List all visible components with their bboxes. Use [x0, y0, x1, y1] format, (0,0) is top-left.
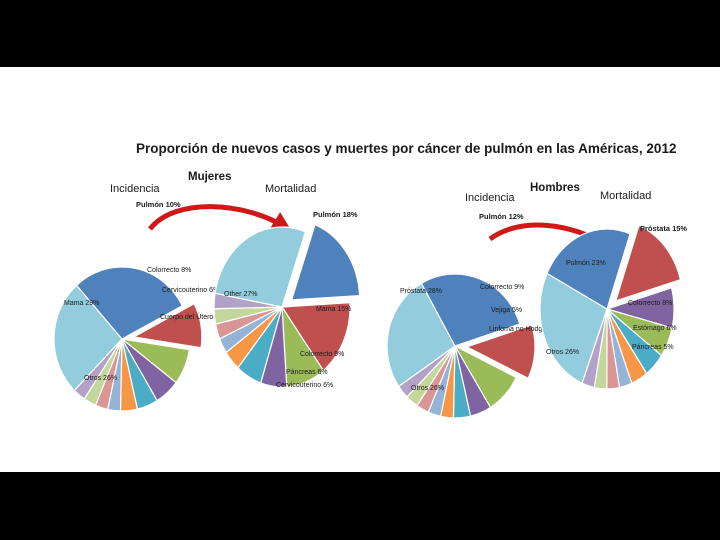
pie-slice-label: Estómago 6%	[633, 325, 677, 332]
pie-slice-label: Colorrecto 8%	[147, 267, 191, 274]
pie-slice-label: Otros 26%	[84, 375, 117, 382]
pie-slice-label: Cervicouterino 6%	[276, 382, 333, 389]
pie-slice-label: Cuerpo del Útero 5%	[160, 312, 225, 321]
subtitle-mujeres-incidencia: Incidencia	[110, 183, 160, 195]
pie-chart-2: Pulmón 18% Mama 15% Colorrecto 9% Páncreas …	[213, 210, 361, 389]
chart-title: Proporción de nuevos casos y muertes por…	[136, 141, 676, 156]
pie-slice-label: Mama 15%	[316, 306, 351, 313]
pie-slice	[420, 273, 521, 347]
pie-slice	[53, 284, 123, 392]
pie-slice-label: Próstata 15%	[640, 224, 687, 233]
pie-slice-label: Cervicouterino 6%	[162, 287, 219, 294]
pie-slice	[386, 282, 456, 388]
pie-slice-label: Páncreas 6%	[286, 369, 328, 376]
chart-figure: Pulmón 10% Colorrecto 8% Cervicouterino 6%…	[53, 141, 687, 419]
pie-slice	[465, 324, 536, 380]
pie-slice-label: Otros 26%	[411, 385, 444, 392]
pie-slice-label: Linfoma no Hodgkin 4%	[489, 326, 563, 333]
pie-slice-label: Próstata 28%	[400, 288, 442, 295]
pie-slice	[546, 228, 631, 310]
pie-slice	[75, 266, 184, 340]
pie-slice-label: Otros 26%	[546, 349, 579, 356]
pie-slice-label: Colorrecto 8%	[628, 300, 672, 307]
pie-slice-label: Mama 29%	[64, 300, 99, 307]
pie-slice-label: Vejiga 5%	[491, 307, 522, 314]
group-label-mujeres: Mujeres	[188, 171, 231, 183]
pie-slice	[614, 224, 682, 302]
pie-slice	[539, 272, 608, 385]
pie-slice-label: Pulmón 23%	[566, 260, 606, 267]
pie-slice-label: Páncreas 5%	[632, 344, 674, 351]
pie-slice-label: Pulmón 12%	[479, 212, 524, 221]
pie-slice-label: Colorrecto 9%	[300, 351, 344, 358]
pie-slice-label: Pulmón 10%	[136, 200, 181, 209]
arrow-mujeres	[148, 204, 292, 232]
pie-slice-label: Other 27%	[224, 291, 257, 298]
pie-slice	[214, 226, 307, 308]
pie-chart-4: Próstata 15% Colorrecto 8% Estómago 6% Pánc…	[539, 224, 687, 390]
pie-chart-3: Pulmón 12% Colorrecto 9% Vejiga 5% Linfoma …	[386, 212, 563, 419]
pie-chart-1: Pulmón 10% Colorrecto 8% Cervicouterino 6%…	[53, 200, 225, 412]
pie-slice-label: Colorrecto 9%	[480, 284, 524, 291]
pie-slice-label: Pulmón 18%	[313, 210, 358, 219]
arrows	[148, 204, 617, 252]
subtitle-hombres-mortalidad: Mortalidad	[600, 190, 651, 202]
subtitle-mujeres-mortalidad: Mortalidad	[265, 183, 316, 195]
slide: Pulmón 10% Colorrecto 8% Cervicouterino 6%…	[0, 67, 720, 472]
pies: Pulmón 10% Colorrecto 8% Cervicouterino 6%…	[53, 200, 687, 419]
pie-slice	[290, 223, 361, 301]
pie-slice	[132, 302, 203, 349]
subtitle-hombres-incidencia: Incidencia	[465, 192, 515, 204]
pie-slice	[280, 302, 351, 372]
group-label-hombres: Hombres	[530, 182, 580, 194]
